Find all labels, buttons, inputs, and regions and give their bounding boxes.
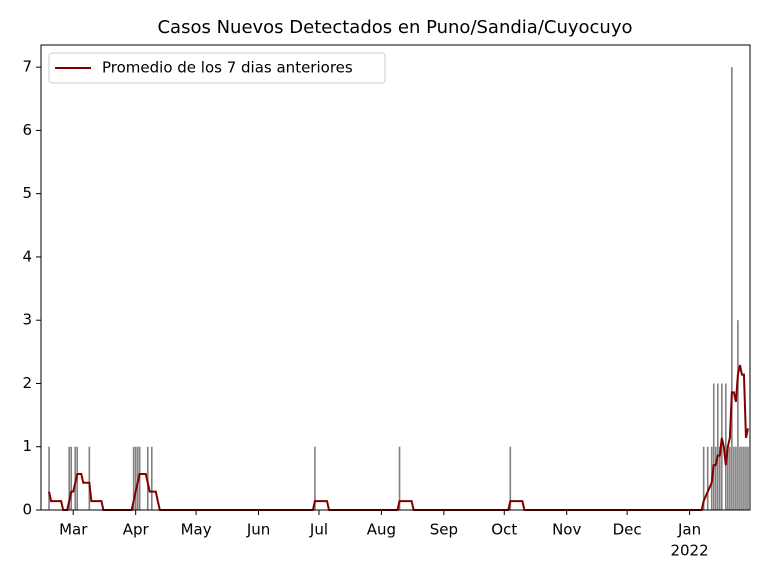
bar (718, 446, 721, 510)
x-tick-label: Mar (59, 521, 88, 539)
bar (716, 383, 719, 510)
legend: Promedio de los 7 dias anteriores (48, 52, 386, 84)
x-tick-label: Apr (123, 521, 150, 539)
x-tick-sublabel: 2022 (670, 542, 708, 560)
x-tick-label: Aug (367, 521, 396, 539)
y-tick-label: 5 (22, 184, 32, 202)
bar (70, 446, 73, 510)
bar (731, 67, 733, 511)
x-tick-label: Jun (246, 521, 270, 539)
bar (48, 446, 50, 510)
y-tick-label: 7 (22, 58, 32, 76)
x-tick-label: Jul (309, 521, 328, 539)
x-tick-label: Jan (677, 521, 701, 539)
bar (745, 446, 747, 510)
x-tick-label: Dec (613, 521, 642, 539)
bar (398, 446, 401, 510)
y-tick-label: 2 (22, 374, 32, 392)
legend-box (48, 52, 386, 84)
chart-title: Casos Nuevos Detectados en Puno/Sandia/C… (157, 17, 632, 38)
bar (706, 446, 709, 510)
bar (741, 446, 743, 510)
legend-label: Promedio de los 7 dias anteriores (102, 59, 353, 77)
bar (735, 446, 737, 510)
plot-frame (40, 44, 751, 511)
bar (729, 446, 731, 510)
bar (747, 446, 749, 510)
bar (509, 446, 512, 510)
y-tick-label: 4 (22, 247, 32, 265)
bar (737, 320, 739, 510)
bar (68, 446, 71, 510)
y-tick-label: 0 (22, 501, 32, 519)
bar (134, 446, 137, 510)
y-tick-label: 1 (22, 437, 32, 455)
bar (132, 446, 135, 510)
bar (714, 446, 717, 510)
y-tick-label: 6 (22, 121, 32, 139)
bar (150, 446, 153, 510)
bar (733, 446, 735, 510)
bar (314, 446, 316, 510)
average-line (48, 364, 749, 511)
x-tick-label: Sep (430, 521, 458, 539)
bar (702, 446, 705, 510)
y-tick-label: 3 (22, 311, 32, 329)
bar (739, 446, 741, 510)
x-tick-label: May (181, 521, 212, 539)
bar (727, 446, 729, 510)
bar (712, 383, 715, 510)
bar (743, 446, 745, 510)
x-tick-label: Oct (491, 521, 517, 539)
bar (725, 383, 727, 510)
x-tick-label: Nov (552, 521, 581, 539)
bar (88, 446, 91, 510)
